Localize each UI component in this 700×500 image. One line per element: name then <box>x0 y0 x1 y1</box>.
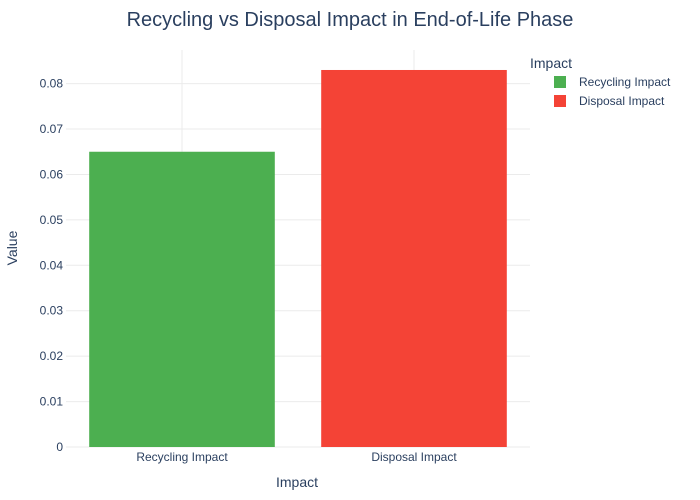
y-tick-label: 0.07 <box>40 122 64 136</box>
bar-disposal-impact[interactable] <box>321 69 507 447</box>
y-tick-label: 0.02 <box>40 349 64 363</box>
legend-items: Recycling Impact Disposal Impact <box>554 75 671 108</box>
legend: Impact Recycling Impact Disposal Impact <box>530 55 671 108</box>
y-tick-label: 0.06 <box>40 167 64 181</box>
legend-swatch[interactable] <box>554 76 566 88</box>
legend-label[interactable]: Disposal Impact <box>579 94 665 108</box>
y-axis-title: Value <box>4 230 20 265</box>
bars <box>89 69 507 447</box>
x-tick-label: Recycling Impact <box>136 450 228 464</box>
x-axis-ticks: Recycling Impact Disposal Impact <box>136 450 457 464</box>
y-tick-label: 0.04 <box>40 258 64 272</box>
y-tick-label: 0.01 <box>40 395 64 409</box>
legend-title: Impact <box>530 55 572 71</box>
legend-swatch[interactable] <box>554 95 566 107</box>
x-axis-title: Impact <box>276 474 318 490</box>
y-tick-label: 0 <box>56 440 63 454</box>
x-tick-label: Disposal Impact <box>371 450 457 464</box>
y-tick-label: 0.03 <box>40 304 64 318</box>
y-axis-ticks: 0 0.01 0.02 0.03 0.04 0.05 0.06 0.07 0.08 <box>40 77 64 454</box>
bar-recycling-impact[interactable] <box>89 151 275 447</box>
y-tick-label: 0.08 <box>40 77 64 91</box>
y-tick-label: 0.05 <box>40 213 64 227</box>
legend-label[interactable]: Recycling Impact <box>579 75 671 89</box>
chart-title: Recycling vs Disposal Impact in End-of-L… <box>127 9 574 31</box>
